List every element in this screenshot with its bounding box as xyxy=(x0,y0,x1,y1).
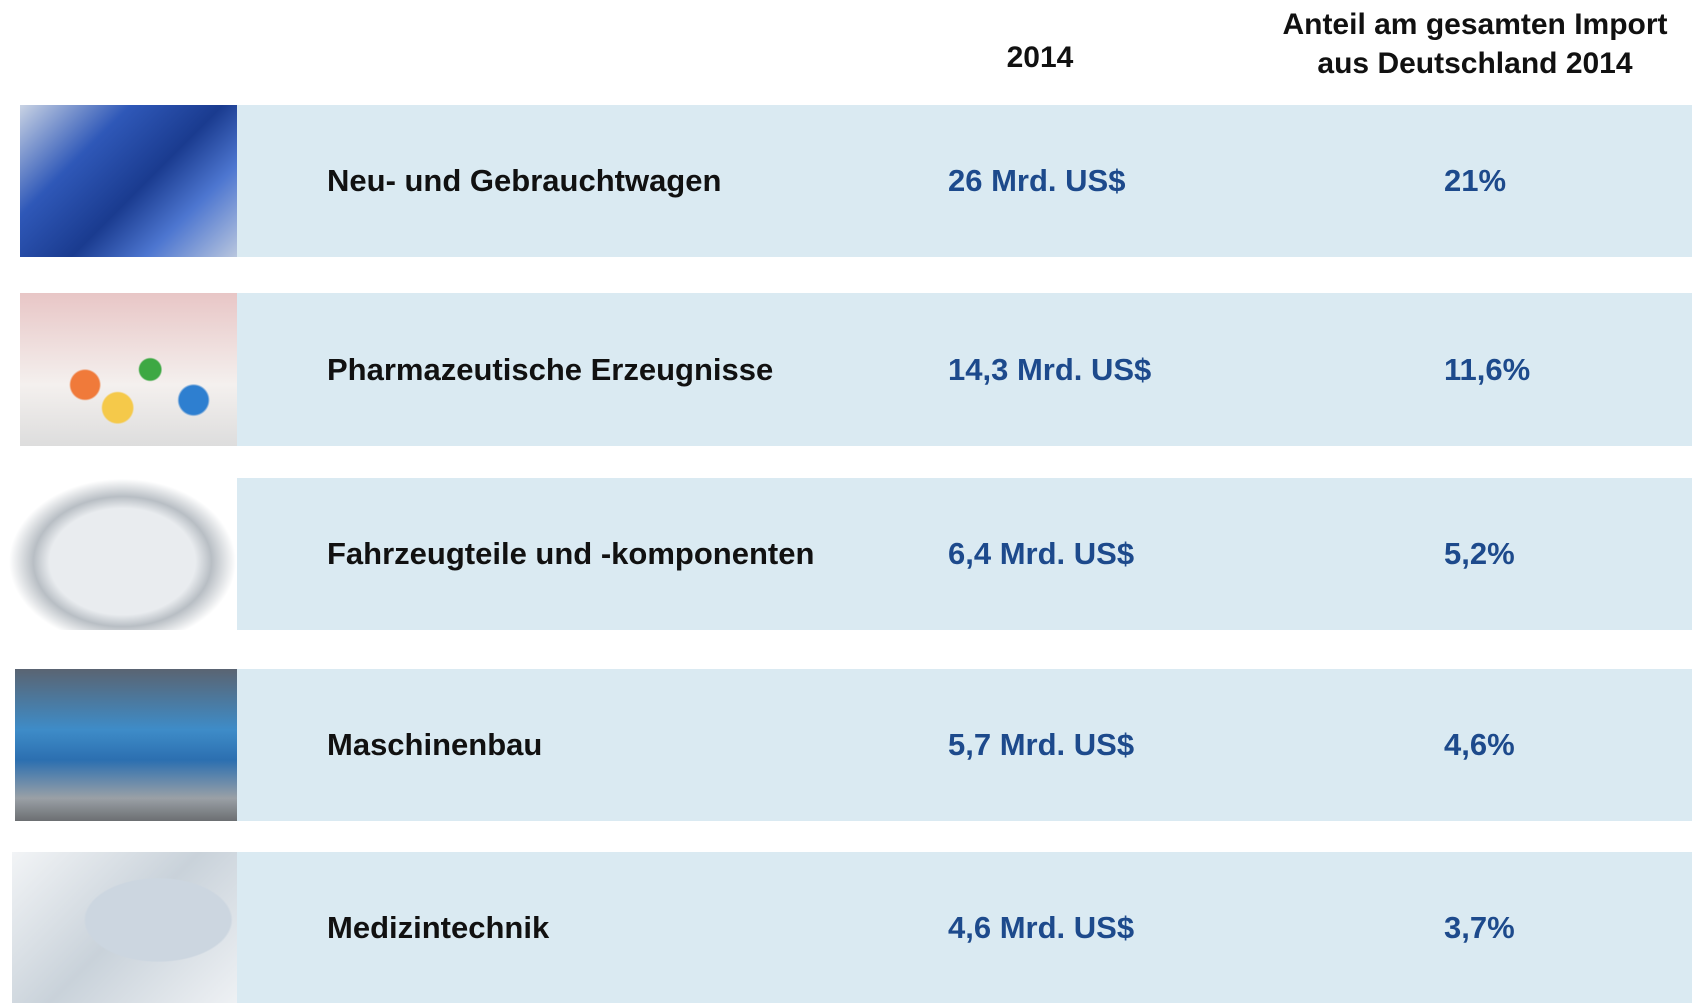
share-header-line: Anteil am gesamten Import xyxy=(1282,8,1668,41)
row-value: 6,4 Mrd. US$ xyxy=(948,536,1135,571)
row-share: 21% xyxy=(1444,163,1507,198)
row-image xyxy=(12,852,237,1003)
row-band xyxy=(237,669,1692,821)
row-share: 11,6% xyxy=(1444,351,1531,387)
row-image xyxy=(20,105,237,257)
row-value: 4,6 Mrd. US$ xyxy=(948,909,1135,945)
row-share: 4,6% xyxy=(1444,727,1515,762)
row-image xyxy=(20,293,237,446)
row-label: Pharmazeutische Erzeugnisse xyxy=(327,351,774,387)
row-label: Fahrzeugteile und -komponenten xyxy=(327,536,815,571)
row-value: 26 Mrd. US$ xyxy=(948,163,1126,198)
row-band xyxy=(237,852,1692,1003)
row-label: Medizintechnik xyxy=(327,909,550,945)
row-share: 3,7% xyxy=(1444,909,1515,945)
share-header-line: aus Deutschland 2014 xyxy=(1317,47,1633,80)
row-label: Neu- und Gebrauchtwagen xyxy=(327,163,722,198)
row-label: Maschinenbau xyxy=(327,727,543,762)
row-share: 5,2% xyxy=(1444,536,1515,571)
row-image xyxy=(8,478,237,630)
year-header: 2014 xyxy=(1006,41,1074,74)
row-band xyxy=(237,478,1692,630)
row-value: 5,7 Mrd. US$ xyxy=(948,727,1135,762)
row-band xyxy=(237,293,1692,446)
row-image xyxy=(15,669,237,821)
row-value: 14,3 Mrd. US$ xyxy=(948,351,1152,387)
row-band xyxy=(237,105,1692,257)
share-header: Anteil am gesamten Import aus Deutschlan… xyxy=(1255,5,1692,83)
